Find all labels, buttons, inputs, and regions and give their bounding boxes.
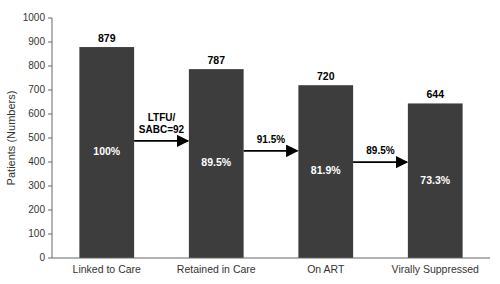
bar xyxy=(189,69,244,258)
y-axis-line xyxy=(52,18,53,258)
y-tick-label: 0 xyxy=(39,252,45,263)
flow-label: 89.5% xyxy=(366,145,394,156)
data-label: 787 xyxy=(207,54,225,66)
y-tick-label: 700 xyxy=(28,84,45,95)
y-tick xyxy=(48,90,52,91)
flow-arrow xyxy=(134,140,188,142)
data-label: 720 xyxy=(317,70,335,82)
y-tick xyxy=(48,186,52,187)
x-tick-label: Retained in Care xyxy=(177,263,256,275)
flow-label: 91.5% xyxy=(257,134,285,145)
bar xyxy=(408,103,463,258)
x-axis-line xyxy=(52,258,490,259)
bars xyxy=(79,47,462,258)
bar-inside-label: 89.5% xyxy=(201,156,231,168)
flow-label: LTFU/SABC=92 xyxy=(139,112,185,135)
y-tick-label: 1000 xyxy=(23,12,46,23)
y-tick-label: 400 xyxy=(28,156,45,167)
y-tick xyxy=(48,258,52,259)
flow-label-line: LTFU/ xyxy=(148,112,176,123)
bar-inside-label: 73.3% xyxy=(420,174,450,186)
bar-inside-label: 100% xyxy=(93,145,121,157)
bar xyxy=(79,47,134,258)
flow-arrow xyxy=(353,161,407,163)
y-tick xyxy=(48,18,52,19)
y-tick-label: 500 xyxy=(28,132,45,143)
y-tick xyxy=(48,66,52,67)
y-tick xyxy=(48,210,52,211)
flow-label-line: SABC=92 xyxy=(139,124,185,135)
bar-inside-label: 81.9% xyxy=(311,164,341,176)
y-tick xyxy=(48,138,52,139)
flow-arrow xyxy=(244,150,298,152)
y-tick-label: 900 xyxy=(28,36,45,47)
x-tick-label: Linked to Care xyxy=(73,263,141,275)
y-tick-label: 100 xyxy=(28,228,45,239)
y-tick-label: 200 xyxy=(28,204,45,215)
flow-label-line: 89.5% xyxy=(366,145,394,156)
y-tick xyxy=(48,162,52,163)
chart-svg: 0 100 200 300 400 500 600 700 800 900 1000 Patients… xyxy=(0,0,500,284)
y-tick-label: 300 xyxy=(28,180,45,191)
y-tick-label: 600 xyxy=(28,108,45,119)
bar xyxy=(298,85,353,258)
y-tick xyxy=(48,42,52,43)
data-label: 644 xyxy=(426,88,444,100)
data-label: 879 xyxy=(98,32,116,44)
y-tick xyxy=(48,114,52,115)
x-tick-label: On ART xyxy=(307,263,345,275)
x-tick-label: Virally Suppressed xyxy=(392,263,480,275)
flow-label-line: 91.5% xyxy=(257,134,285,145)
y-tick xyxy=(48,234,52,235)
y-tick-label: 800 xyxy=(28,60,45,71)
y-axis-label: Patients (Numbers) xyxy=(5,91,17,186)
chart-container: 0 100 200 300 400 500 600 700 800 900 1000 Patients… xyxy=(0,0,500,284)
